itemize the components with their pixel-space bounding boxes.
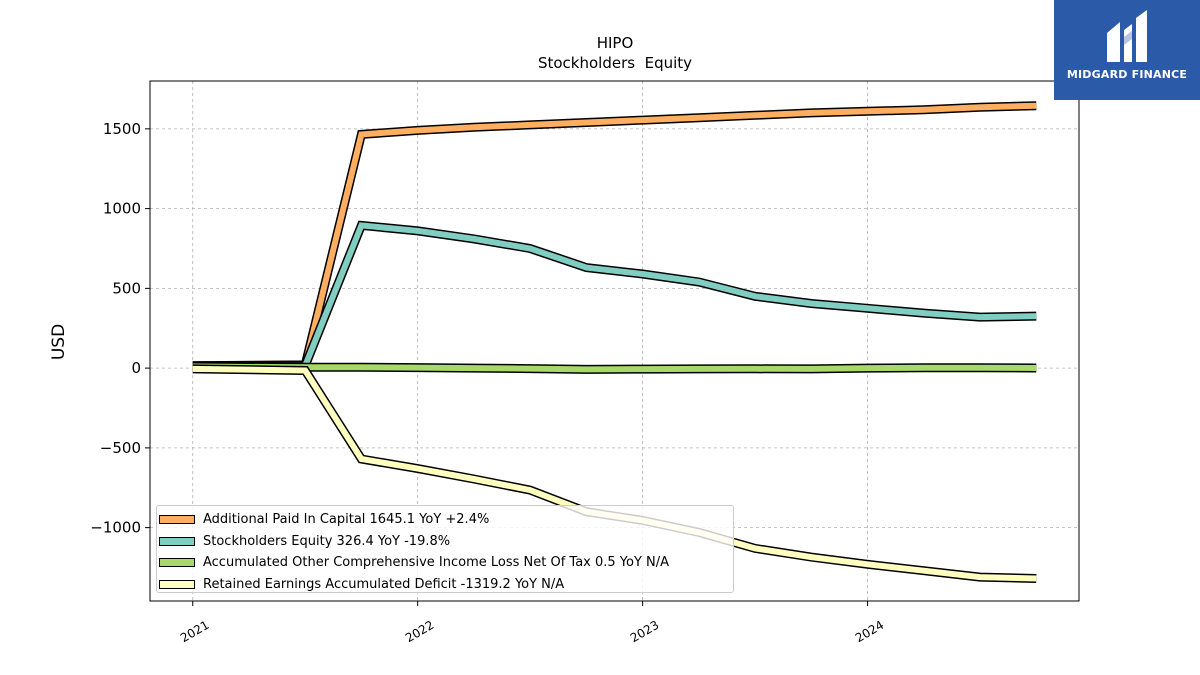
x-tick-label: 2024 (853, 618, 886, 645)
y-tick-label: 500 (112, 279, 141, 297)
y-axis-label: USD (49, 324, 69, 360)
legend-swatch (159, 579, 195, 589)
legend-label: Accumulated Other Comprehensive Income L… (203, 555, 670, 571)
y-tick-label: 0 (131, 359, 141, 377)
chart-subtitle: Stockholders Equity (538, 54, 692, 72)
grid (150, 81, 1079, 601)
legend-item: Retained Earnings Accumulated Deficit -1… (157, 574, 733, 596)
legend-label: Additional Paid In Capital 1645.1 YoY +2… (203, 512, 490, 528)
plot-frame (149, 80, 1080, 602)
legend-item: Accumulated Other Comprehensive Income L… (157, 552, 733, 574)
series-lines (192, 101, 1037, 583)
legend-swatch (159, 536, 195, 546)
legend-label: Stockholders Equity 326.4 YoY -19.8% (203, 533, 451, 549)
y-tick-label: −500 (100, 439, 141, 457)
legend-item: Additional Paid In Capital 1645.1 YoY +2… (157, 509, 733, 531)
y-tick-label: 1500 (103, 120, 141, 138)
series-line (192, 222, 1037, 369)
series-line (192, 363, 1037, 373)
legend-label: Retained Earnings Accumulated Deficit -1… (203, 576, 565, 592)
x-tick-label: 2023 (628, 618, 661, 645)
x-tick-label: 2022 (403, 618, 436, 645)
x-tick-label: 2021 (178, 618, 211, 645)
legend-item: Stockholders Equity 326.4 YoY -19.8% (157, 531, 733, 553)
legend-swatch (159, 515, 195, 525)
series-line (192, 102, 1037, 369)
y-tick-label: −1000 (90, 519, 141, 537)
y-tick-label: 1000 (103, 200, 141, 218)
brand-logo: MIDGARD FINANCE (1054, 0, 1200, 100)
legend-swatch (159, 558, 195, 568)
legend: Additional Paid In Capital 1645.1 YoY +2… (156, 505, 734, 593)
chart-title: HIPO (597, 34, 634, 52)
logo-text: MIDGARD FINANCE (1066, 68, 1188, 81)
logo-mark-icon (1107, 10, 1147, 62)
